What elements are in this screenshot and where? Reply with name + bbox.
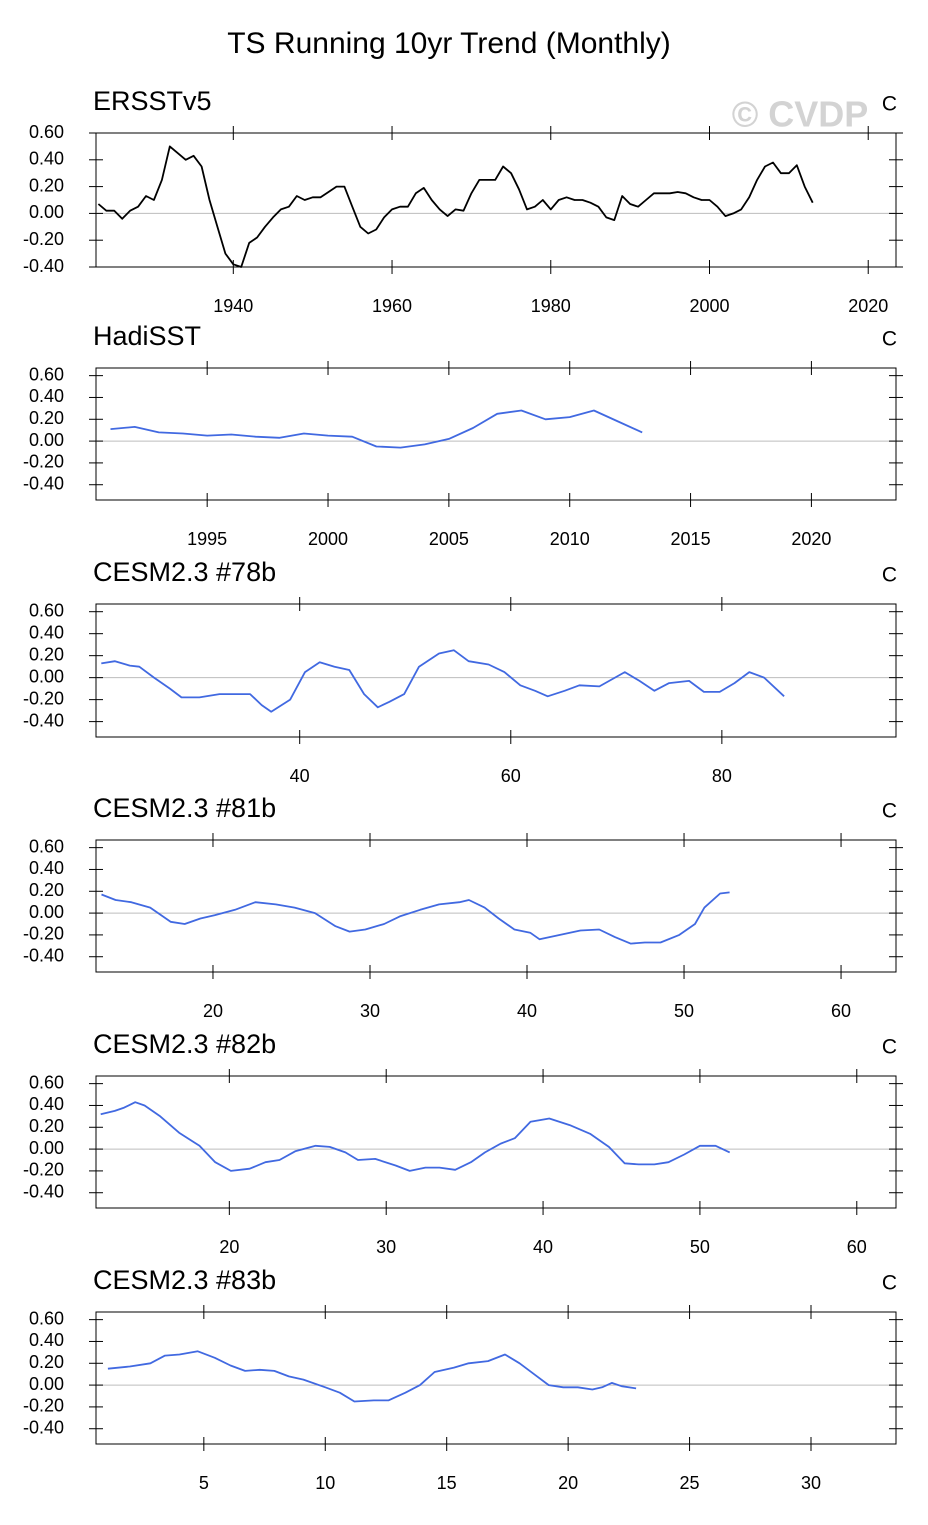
panel-title: CESM2.3 #82b bbox=[93, 1029, 276, 1059]
y-tick-label: 0.60 bbox=[29, 122, 64, 142]
units-label: C bbox=[882, 328, 897, 351]
x-tick-label: 40 bbox=[290, 766, 310, 786]
plot-frame bbox=[95, 603, 897, 738]
y-tick-label: 0.40 bbox=[29, 1330, 64, 1350]
plot-frame bbox=[95, 1311, 897, 1445]
figure-title: TS Running 10yr Trend (Monthly) bbox=[227, 27, 671, 60]
data-line bbox=[97, 145, 814, 268]
y-tick-label: -0.20 bbox=[23, 229, 64, 249]
plot-frame bbox=[95, 1075, 897, 1209]
x-tick-label: 40 bbox=[517, 1001, 537, 1021]
x-tick-label: 1980 bbox=[531, 296, 571, 316]
x-tick-label: 30 bbox=[376, 1237, 396, 1257]
plot-frame bbox=[95, 132, 897, 268]
x-tick-label: 20 bbox=[219, 1237, 239, 1257]
y-tick-label: 0.20 bbox=[29, 1116, 64, 1136]
x-tick-label: 50 bbox=[674, 1001, 694, 1021]
x-tick-label: 30 bbox=[801, 1473, 821, 1493]
x-tick-label: 50 bbox=[690, 1237, 710, 1257]
y-tick-label: 0.20 bbox=[29, 175, 64, 195]
y-tick-label: 0.20 bbox=[29, 880, 64, 900]
data-line bbox=[101, 649, 785, 713]
units-label: C bbox=[882, 93, 897, 116]
x-tick-label: 30 bbox=[360, 1001, 380, 1021]
y-tick-label: -0.20 bbox=[23, 688, 64, 708]
x-tick-label: 2000 bbox=[308, 529, 348, 549]
data-line bbox=[101, 891, 730, 945]
y-tick-label: -0.40 bbox=[23, 710, 64, 730]
y-tick-label: 0.00 bbox=[29, 202, 64, 222]
y-tick-label: -0.20 bbox=[23, 924, 64, 944]
panel-title: CESM2.3 #81b bbox=[93, 793, 276, 823]
panel-title: CESM2.3 #83b bbox=[93, 1265, 276, 1295]
x-tick-label: 15 bbox=[437, 1473, 457, 1493]
y-tick-label: 0.00 bbox=[29, 430, 64, 450]
y-tick-label: 0.60 bbox=[29, 600, 64, 620]
y-tick-label: 0.60 bbox=[29, 836, 64, 856]
y-tick-label: 0.20 bbox=[29, 1352, 64, 1372]
data-line bbox=[110, 409, 643, 449]
y-tick-label: 0.40 bbox=[29, 149, 64, 169]
y-tick-label: 0.20 bbox=[29, 644, 64, 664]
panel-title: ERSSTv5 bbox=[93, 86, 212, 116]
x-tick-label: 2005 bbox=[429, 529, 469, 549]
x-tick-label: 20 bbox=[558, 1473, 578, 1493]
y-tick-label: 0.40 bbox=[29, 622, 64, 642]
panel-title: HadiSST bbox=[93, 321, 201, 351]
x-tick-label: 2010 bbox=[550, 529, 590, 549]
y-tick-label: 0.40 bbox=[29, 1094, 64, 1114]
x-tick-label: 60 bbox=[831, 1001, 851, 1021]
x-tick-label: 80 bbox=[712, 766, 732, 786]
x-tick-label: 25 bbox=[680, 1473, 700, 1493]
x-tick-label: 20 bbox=[203, 1001, 223, 1021]
y-tick-label: 0.00 bbox=[29, 1138, 64, 1158]
y-tick-label: -0.20 bbox=[23, 452, 64, 472]
y-tick-label: -0.40 bbox=[23, 945, 64, 965]
x-tick-label: 2015 bbox=[671, 529, 711, 549]
y-tick-label: 0.60 bbox=[29, 1072, 64, 1092]
units-label: C bbox=[882, 1036, 897, 1059]
y-tick-label: 0.40 bbox=[29, 858, 64, 878]
plot-frame bbox=[95, 839, 897, 973]
y-tick-label: -0.40 bbox=[23, 1181, 64, 1201]
x-tick-label: 2020 bbox=[848, 296, 888, 316]
y-tick-label: -0.20 bbox=[23, 1396, 64, 1416]
y-tick-label: -0.40 bbox=[23, 256, 64, 276]
x-tick-label: 1940 bbox=[213, 296, 253, 316]
units-label: C bbox=[882, 1272, 897, 1295]
units-label: C bbox=[882, 800, 897, 823]
y-tick-label: 0.00 bbox=[29, 1374, 64, 1394]
y-tick-label: 0.00 bbox=[29, 666, 64, 686]
y-tick-label: 0.20 bbox=[29, 408, 64, 428]
x-tick-label: 2000 bbox=[689, 296, 729, 316]
units-label: C bbox=[882, 564, 897, 587]
x-tick-label: 5 bbox=[199, 1473, 209, 1493]
y-tick-label: 0.60 bbox=[29, 364, 64, 384]
y-tick-label: 0.00 bbox=[29, 902, 64, 922]
plot-frame bbox=[95, 367, 897, 501]
y-tick-label: -0.40 bbox=[23, 473, 64, 493]
panel-title: CESM2.3 #78b bbox=[93, 557, 276, 587]
x-tick-label: 2020 bbox=[791, 529, 831, 549]
x-tick-label: 40 bbox=[533, 1237, 553, 1257]
y-tick-label: 0.60 bbox=[29, 1308, 64, 1328]
watermark: © CVDP bbox=[732, 94, 869, 135]
x-tick-label: 1960 bbox=[372, 296, 412, 316]
y-tick-label: 0.40 bbox=[29, 386, 64, 406]
y-tick-label: -0.40 bbox=[23, 1417, 64, 1437]
x-tick-label: 60 bbox=[501, 766, 521, 786]
data-line bbox=[107, 1350, 637, 1403]
x-tick-label: 1995 bbox=[187, 529, 227, 549]
y-tick-label: -0.20 bbox=[23, 1160, 64, 1180]
x-tick-label: 10 bbox=[315, 1473, 335, 1493]
x-tick-label: 60 bbox=[847, 1237, 867, 1257]
data-line bbox=[100, 1101, 731, 1172]
